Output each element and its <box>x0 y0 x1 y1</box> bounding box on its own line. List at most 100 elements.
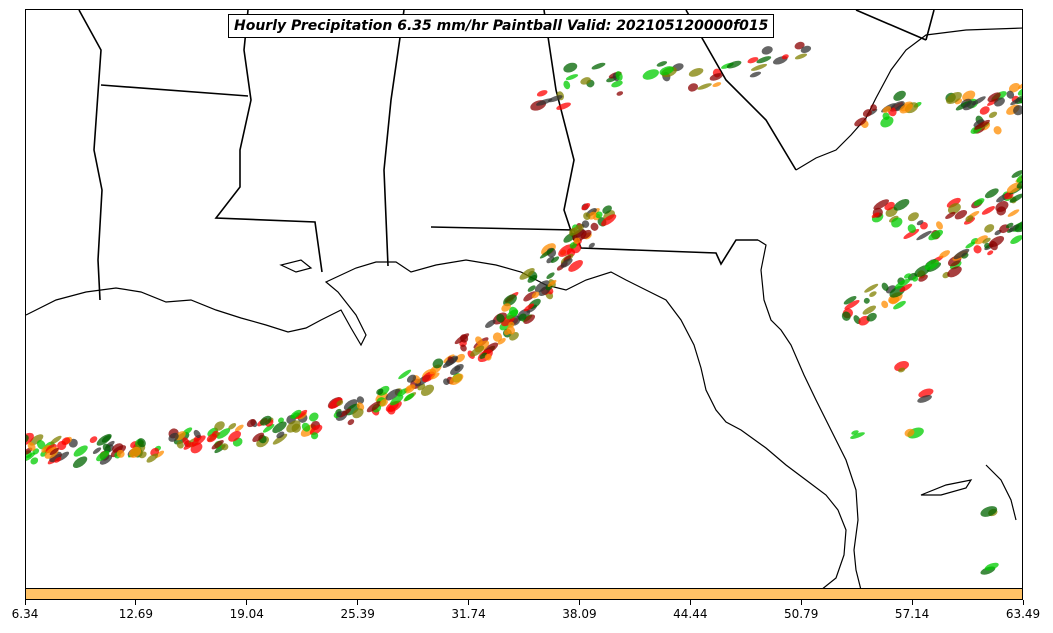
paintball-blob <box>899 283 913 293</box>
paintball-blob <box>936 221 943 230</box>
paintball-blob <box>611 80 623 88</box>
colorbar-tick <box>800 600 802 605</box>
paintball-blob <box>397 388 408 397</box>
paintball-blob <box>568 259 583 272</box>
paintball-blob <box>659 66 674 76</box>
paintball-blob <box>750 63 768 71</box>
paintball-blob <box>873 199 889 210</box>
colorbar-tick-label: 44.44 <box>673 607 708 621</box>
paintball-blob <box>563 80 571 90</box>
paintball-blob <box>871 212 880 219</box>
paintball-blob <box>501 303 511 312</box>
colorbar-tick <box>246 600 248 605</box>
paintball-blob <box>590 222 599 231</box>
paintball-blob <box>761 46 773 55</box>
paintball-blob <box>485 319 496 328</box>
paintball-blob <box>1011 170 1022 178</box>
paintball-blob <box>73 445 88 457</box>
paintball-blob <box>916 230 932 241</box>
paintball-blob <box>497 338 506 345</box>
paintball-blob <box>262 423 275 433</box>
paintball-blob <box>756 56 772 64</box>
paintball-blob <box>450 364 464 375</box>
paintball-blob <box>116 449 125 458</box>
paintball-blob <box>747 57 759 64</box>
paintball-blob <box>939 250 950 259</box>
paintball-blob <box>881 300 889 309</box>
paintball-blob <box>893 300 906 310</box>
paintball-blob <box>1010 235 1022 245</box>
paintball-blob <box>862 305 877 315</box>
paintball-blob <box>981 206 995 215</box>
paintball-blob <box>965 215 974 222</box>
precipitation-map <box>26 10 1022 588</box>
paintball-blob <box>449 373 464 385</box>
paintball-blob <box>912 276 919 282</box>
colorbar-tick <box>135 600 137 605</box>
paintball-blob <box>390 394 404 406</box>
paintball-blob <box>924 259 939 271</box>
paintball-blob <box>974 235 988 245</box>
paintball-blob <box>246 419 256 428</box>
paintball-blob <box>580 77 591 85</box>
paintball-blob <box>1008 82 1021 93</box>
paintball-blob <box>982 237 991 244</box>
paintball-blob <box>903 229 920 239</box>
paintball-blob <box>642 69 659 80</box>
paintball-blob <box>272 421 287 434</box>
paintball-blob <box>527 285 536 292</box>
paintball-blob <box>565 74 579 81</box>
paintball-blob <box>336 411 343 418</box>
paintball-blob <box>1013 105 1022 116</box>
paintball-blob <box>907 212 919 222</box>
paintball-blob <box>980 506 998 517</box>
paintball-blob <box>973 198 985 206</box>
paintball-blob <box>893 90 906 101</box>
paintball-blob <box>844 299 860 310</box>
colorbar-tick <box>468 600 470 605</box>
paintball-blob <box>228 423 237 430</box>
paintball-blob <box>687 83 699 92</box>
paintball-blob <box>379 399 388 407</box>
paintball-blob <box>1016 179 1022 189</box>
paintball-blob <box>580 229 592 240</box>
paintball-blob <box>548 95 563 103</box>
paintball-blob <box>917 394 932 403</box>
paintball-blob <box>234 424 244 432</box>
paintball-blob <box>539 248 554 259</box>
paintball-blob <box>794 53 808 60</box>
colorbar-tick <box>911 600 913 605</box>
paintball-blob <box>376 388 384 395</box>
paintball-blob <box>508 321 515 328</box>
paintball-blob <box>581 220 590 228</box>
paintball-blob <box>57 440 67 451</box>
paintball-blob <box>536 98 553 106</box>
paintball-blob <box>899 103 913 114</box>
paintball-blob <box>492 332 503 342</box>
precipitation-paintballs <box>26 41 1022 575</box>
paintball-blob <box>272 433 288 445</box>
paintball-blob <box>49 451 62 463</box>
paintball-blob <box>290 409 302 419</box>
paintball-blob <box>558 244 574 257</box>
paintball-blob <box>432 358 444 369</box>
paintball-blob <box>904 428 915 437</box>
paintball-blob <box>252 432 265 442</box>
paintball-blob <box>460 344 467 352</box>
paintball-blob <box>276 431 285 439</box>
paintball-blob <box>563 255 572 262</box>
colorbar-tick-label: 50.79 <box>784 607 819 621</box>
colorbar-tick-label: 63.49 <box>1005 607 1041 621</box>
paintball-blob <box>183 442 194 450</box>
paintball-blob <box>947 203 961 215</box>
colorbar-tick <box>578 600 580 605</box>
paintball-blob <box>523 314 536 324</box>
paintball-blob <box>211 440 224 450</box>
paintball-blob <box>442 356 458 369</box>
paintball-blob <box>1016 172 1022 184</box>
paintball-blob <box>168 432 179 442</box>
paintball-blob <box>406 374 417 383</box>
colorbar-tick-label: 25.39 <box>340 607 375 621</box>
paintball-blob <box>137 438 146 448</box>
paintball-blob <box>534 280 550 293</box>
